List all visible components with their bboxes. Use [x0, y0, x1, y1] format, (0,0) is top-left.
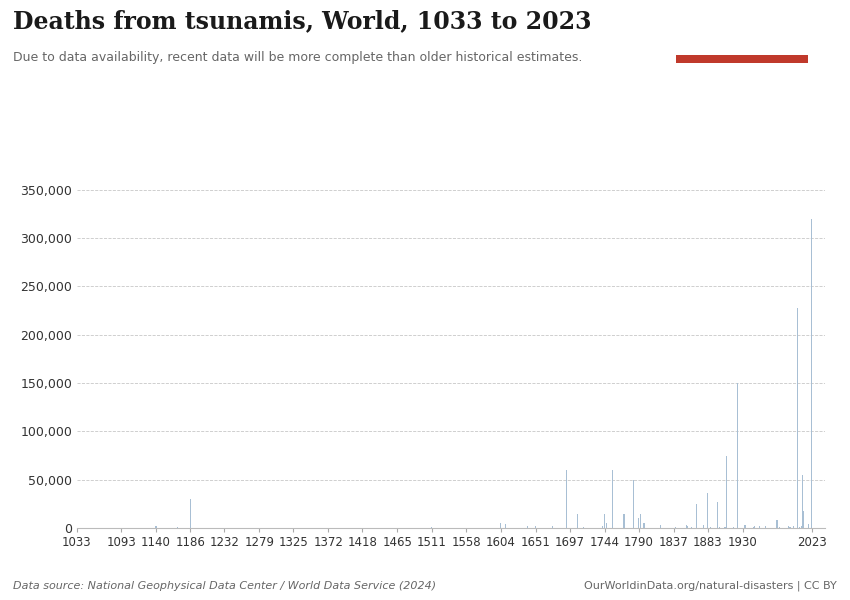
Bar [793, 526, 794, 528]
Bar [764, 526, 766, 528]
Bar [638, 518, 639, 528]
Text: Deaths from tsunamis, World, 1033 to 2023: Deaths from tsunamis, World, 1033 to 202… [13, 9, 592, 33]
Bar [676, 55, 807, 63]
Bar [633, 479, 634, 528]
Bar [724, 527, 726, 528]
Bar [566, 470, 567, 528]
Bar [788, 526, 790, 528]
Bar [583, 527, 585, 528]
Bar [707, 493, 708, 528]
Bar [500, 523, 501, 528]
Text: Our World: Our World [710, 19, 774, 29]
Bar [799, 527, 800, 528]
Bar [624, 515, 626, 528]
Bar [703, 525, 704, 528]
Bar [758, 526, 760, 528]
Bar [717, 502, 718, 528]
Bar [688, 526, 689, 528]
Bar [797, 308, 798, 528]
Bar [552, 526, 553, 528]
Bar [789, 527, 791, 528]
Bar [719, 527, 720, 528]
Bar [811, 218, 813, 528]
Bar [737, 383, 738, 528]
Text: OurWorldinData.org/natural-disasters | CC BY: OurWorldinData.org/natural-disasters | C… [585, 581, 837, 591]
Bar [726, 455, 727, 528]
Bar [802, 511, 803, 528]
Text: in Data: in Data [719, 35, 764, 46]
Bar [505, 524, 507, 528]
Bar [602, 526, 603, 528]
Bar [754, 526, 756, 528]
Bar [640, 514, 641, 528]
Bar [623, 514, 625, 528]
Bar [691, 527, 692, 528]
Bar [776, 520, 778, 528]
Bar [612, 470, 614, 528]
Bar [527, 526, 528, 528]
Bar [686, 525, 687, 528]
Bar [431, 527, 432, 528]
Bar [660, 525, 661, 528]
Bar [605, 523, 607, 528]
Bar [801, 526, 802, 528]
Text: Data source: National Geophysical Data Center / World Data Service (2024): Data source: National Geophysical Data C… [13, 581, 436, 591]
Bar [676, 527, 677, 528]
Bar [696, 504, 697, 528]
Bar [177, 527, 178, 528]
Bar [576, 514, 578, 528]
Bar [643, 523, 644, 528]
Bar [790, 527, 791, 528]
Text: Due to data availability, recent data will be more complete than older historica: Due to data availability, recent data wi… [13, 51, 582, 64]
Bar [535, 526, 536, 528]
Bar [752, 527, 754, 528]
Bar [710, 527, 711, 528]
Bar [604, 514, 605, 528]
